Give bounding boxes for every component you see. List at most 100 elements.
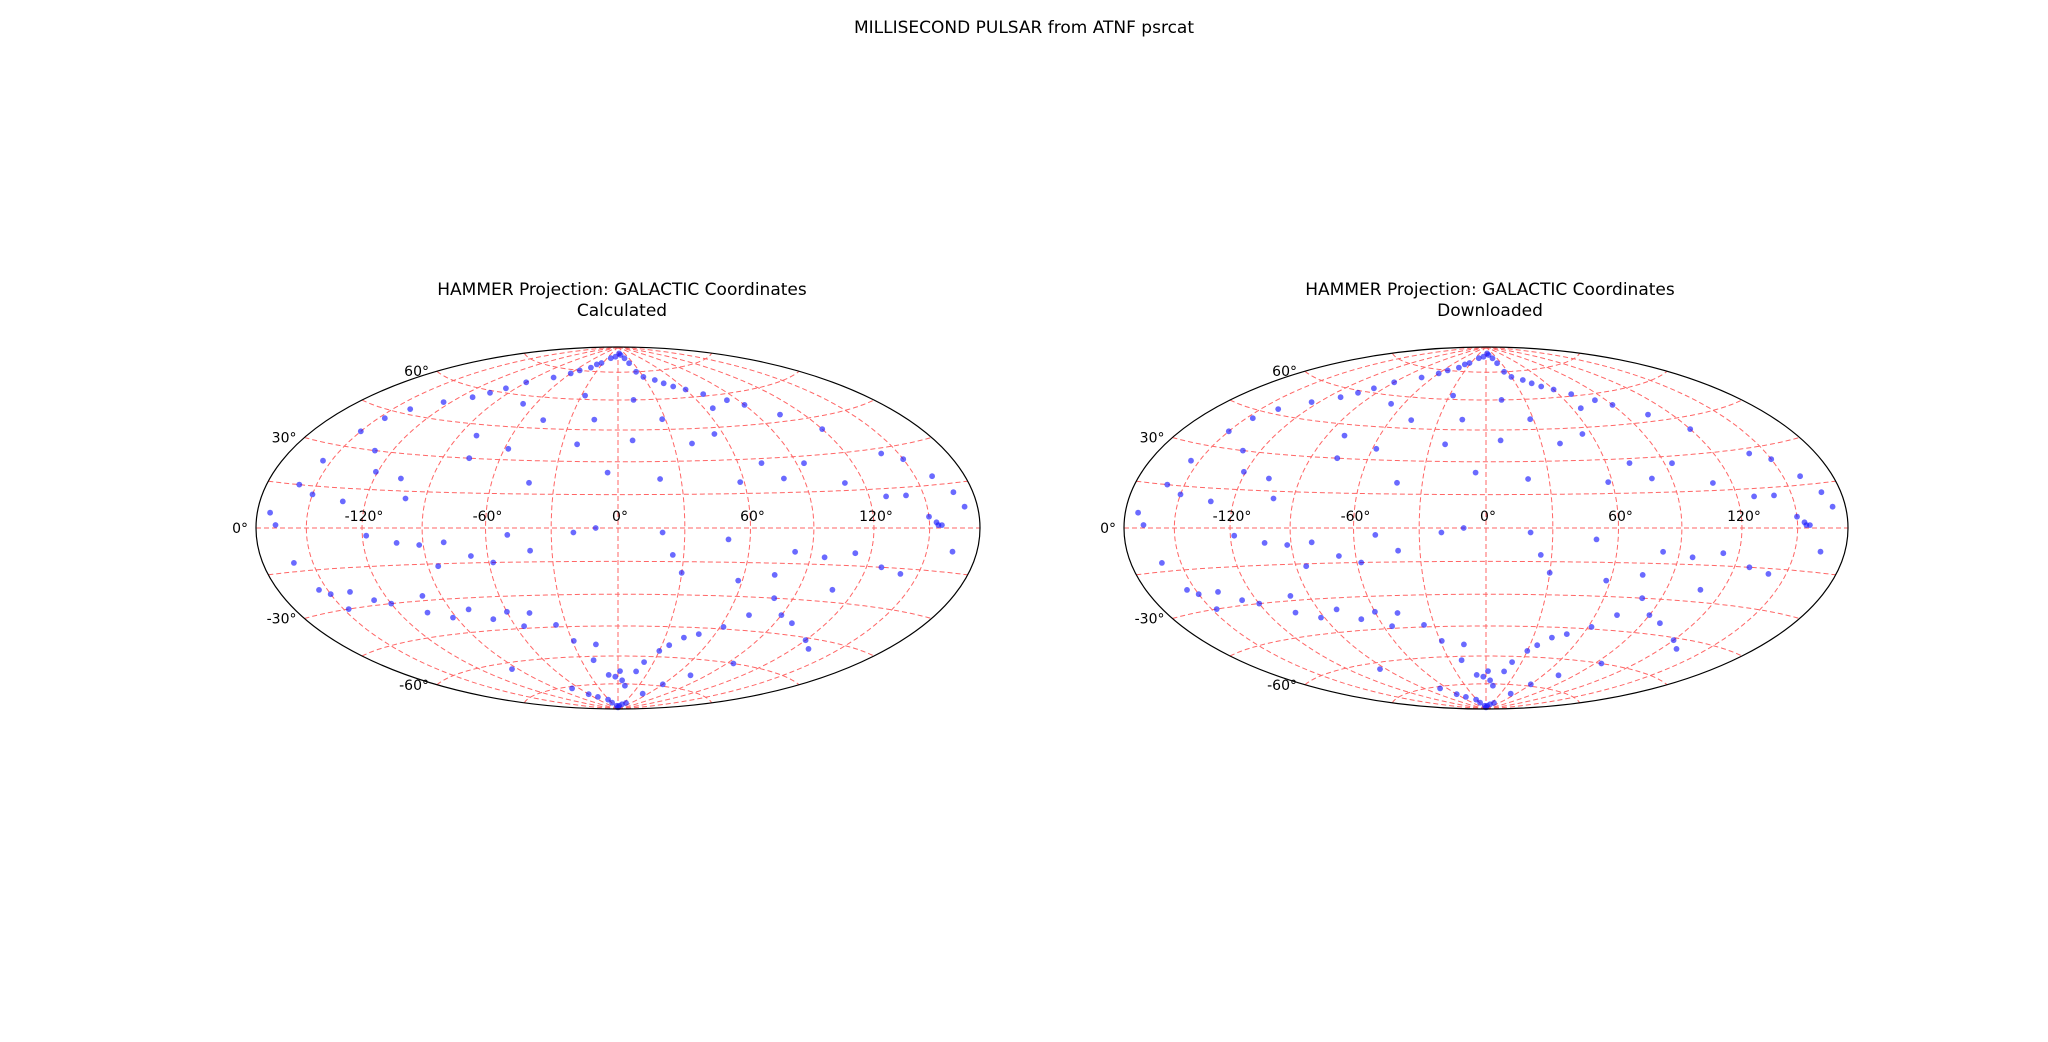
scatter-point — [291, 560, 297, 566]
scatter-point — [1549, 634, 1555, 641]
scatter-point — [1358, 616, 1365, 623]
scatter-point — [1249, 415, 1256, 422]
y-tick-label: -60° — [399, 678, 429, 694]
scatter-point — [1639, 572, 1646, 578]
scatter-point — [883, 493, 889, 500]
parallel-gridline — [304, 593, 932, 619]
scatter-point — [878, 450, 885, 457]
scatter-point — [1391, 379, 1398, 386]
scatter-point — [1797, 473, 1803, 480]
scatter-point — [309, 491, 316, 498]
y-tick-label: 60° — [1272, 364, 1297, 380]
scatter-point — [1437, 685, 1443, 692]
figure-title: MILLISECOND PULSAR from ATNF psrcat — [854, 18, 1194, 38]
scatter-point — [819, 426, 826, 432]
scatter-point — [527, 547, 533, 554]
scatter-point — [526, 610, 533, 616]
scatter-point — [1377, 666, 1383, 672]
scatter-point — [1371, 385, 1377, 392]
scatter-point — [1751, 493, 1757, 500]
scatter-point — [1395, 547, 1401, 554]
scatter-point — [585, 691, 592, 698]
scatter-point — [487, 389, 493, 396]
scatter-point — [468, 553, 474, 559]
parallel-gridline — [1304, 370, 1668, 401]
scatter-point — [416, 542, 423, 548]
scatter-point — [1555, 672, 1562, 679]
x-tick-label: 60° — [740, 509, 765, 525]
scatter-point — [1670, 637, 1677, 644]
scatter-point — [1563, 631, 1570, 637]
scatter-point — [1266, 475, 1272, 482]
scatter-point — [829, 586, 836, 593]
scatter-point — [1579, 431, 1586, 437]
meridian-gridline — [1485, 346, 1799, 710]
scatter-point — [604, 469, 611, 476]
scatter-point — [1453, 691, 1460, 698]
scatter-point — [593, 361, 600, 368]
scatter-point — [1341, 432, 1348, 439]
scatter-point — [1358, 559, 1365, 566]
scatter-point — [926, 513, 932, 520]
scatter-point — [1435, 370, 1442, 377]
scatter-point — [687, 672, 694, 679]
scatter-point — [466, 455, 473, 462]
scatter-point — [949, 548, 956, 555]
scatter-point — [440, 539, 447, 546]
scatter-point — [656, 648, 663, 654]
scatter-point — [1456, 364, 1462, 371]
scatter-point — [1649, 475, 1655, 482]
scatter-point — [490, 616, 497, 623]
parallel-gridline — [436, 655, 800, 686]
scatter-point — [805, 646, 812, 652]
scatter-point — [789, 620, 795, 627]
scatter-point — [609, 699, 615, 706]
scatter-point — [1525, 476, 1531, 482]
scatter-point — [574, 441, 580, 448]
scatter-point — [730, 660, 737, 667]
scatter-point — [1794, 513, 1800, 520]
scatter-point — [371, 597, 377, 604]
scatter-point — [1140, 522, 1147, 528]
scatter-point — [407, 406, 414, 412]
scatter-point — [1442, 441, 1448, 448]
scatter-point — [617, 668, 623, 674]
scatter-point — [1720, 550, 1727, 557]
scatter-point — [1568, 391, 1575, 397]
scatter-point — [1184, 587, 1190, 593]
scatter-point — [523, 379, 530, 386]
scatter-point — [1639, 595, 1646, 602]
scatter-point — [781, 475, 787, 482]
scatter-point — [1466, 360, 1473, 366]
scatter-point — [711, 431, 718, 437]
scatter-point — [709, 405, 716, 412]
scatter-point — [1333, 606, 1340, 613]
scatter-point — [1673, 646, 1680, 652]
scatter-point — [339, 498, 346, 505]
parallel-gridline — [523, 352, 713, 373]
scatter-point — [553, 622, 559, 628]
scatter-point — [903, 492, 909, 499]
meridian-gridline — [484, 346, 619, 710]
scatter-point — [1527, 416, 1534, 423]
x-tick-label: 120° — [1727, 509, 1761, 525]
scatter-point — [1509, 659, 1515, 665]
scatter-point — [1164, 481, 1171, 488]
x-tick-label: -120° — [345, 509, 384, 525]
parallel-gridline — [1391, 352, 1581, 373]
scatter-point — [569, 685, 575, 692]
scatter-point — [505, 445, 512, 452]
scatter-point — [1225, 428, 1232, 435]
x-tick-label: 60° — [1608, 509, 1633, 525]
scatter-point — [520, 400, 526, 407]
data-points — [267, 350, 968, 711]
scatter-point — [1473, 672, 1480, 678]
scatter-point — [758, 460, 765, 466]
scatter-point — [842, 480, 848, 486]
scatter-point — [1490, 682, 1496, 689]
scatter-point — [1215, 589, 1221, 595]
scatter-point — [1159, 560, 1165, 566]
x-tick-label: -120° — [1213, 509, 1252, 525]
x-tick-label: 120° — [859, 509, 893, 525]
